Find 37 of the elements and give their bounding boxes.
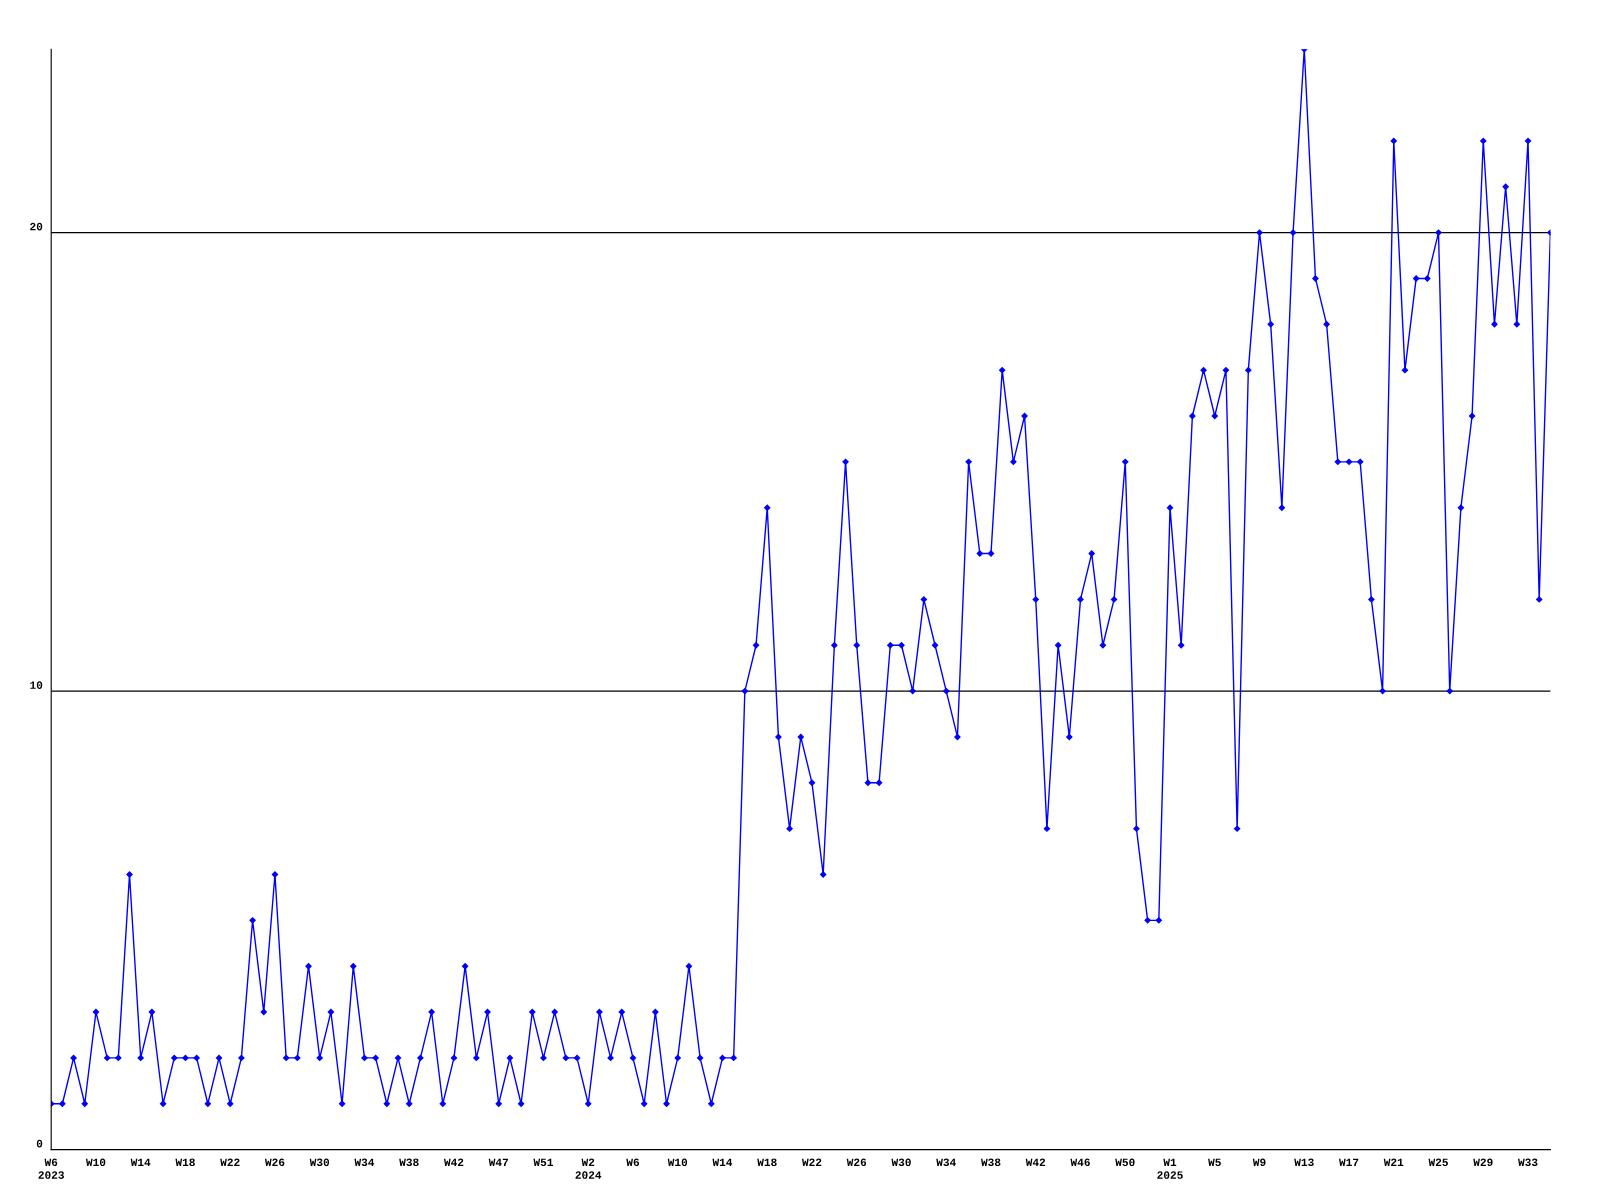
x-tick-label: W26 — [846, 1158, 867, 1167]
x-tick-label: W10 — [85, 1158, 106, 1167]
x-tick-label: W47 — [488, 1158, 508, 1166]
x-tick-label: W5 — [1208, 1158, 1221, 1167]
x-tick-label: W2 2024 — [575, 1158, 602, 1179]
x-tick-label: W38 — [980, 1158, 1001, 1167]
x-tick-label: W18 — [175, 1158, 195, 1167]
x-tick-label: W34 — [936, 1158, 956, 1167]
x-tick-label: W6 2023 — [38, 1158, 64, 1179]
x-tick-label: W9 — [1252, 1158, 1266, 1167]
x-tick-label: W29 — [1473, 1158, 1493, 1167]
x-tick-label: W14 — [712, 1158, 733, 1166]
x-tick-label: W30 — [891, 1158, 911, 1167]
y-tick-label: 10 — [30, 681, 43, 689]
x-tick-label: W21 — [1383, 1158, 1404, 1166]
x-tick-label: W25 — [1428, 1158, 1448, 1167]
x-tick-label: W1 2025 — [1157, 1158, 1183, 1179]
x-tick-label: W6 — [626, 1158, 640, 1167]
x-tick-label: W22 — [801, 1158, 822, 1166]
x-tick-label: W38 — [399, 1158, 419, 1167]
x-tick-label: W34 — [354, 1158, 375, 1167]
y-tick-label: 20 — [30, 222, 43, 231]
x-tick-label: W18 — [757, 1158, 777, 1167]
x-tick-label: W51 — [533, 1158, 553, 1167]
x-tick-label: W13 — [1294, 1158, 1314, 1167]
x-tick-label: W33 — [1518, 1158, 1538, 1167]
x-tick-label: W10 — [667, 1158, 688, 1167]
x-tick-label: W22 — [220, 1158, 240, 1166]
x-tick-label: W46 — [1070, 1158, 1090, 1167]
x-tick-label: W30 — [309, 1158, 330, 1167]
x-tick-label: W17 — [1339, 1158, 1359, 1166]
x-tick-label: W42 — [1025, 1158, 1046, 1166]
x-tick-label: W14 — [130, 1158, 151, 1166]
x-tick-label: W26 — [264, 1158, 285, 1167]
x-tick-label: W42 — [443, 1158, 464, 1166]
y-tick-label: 0 — [36, 1139, 43, 1148]
x-tick-label: W50 — [1115, 1158, 1135, 1167]
